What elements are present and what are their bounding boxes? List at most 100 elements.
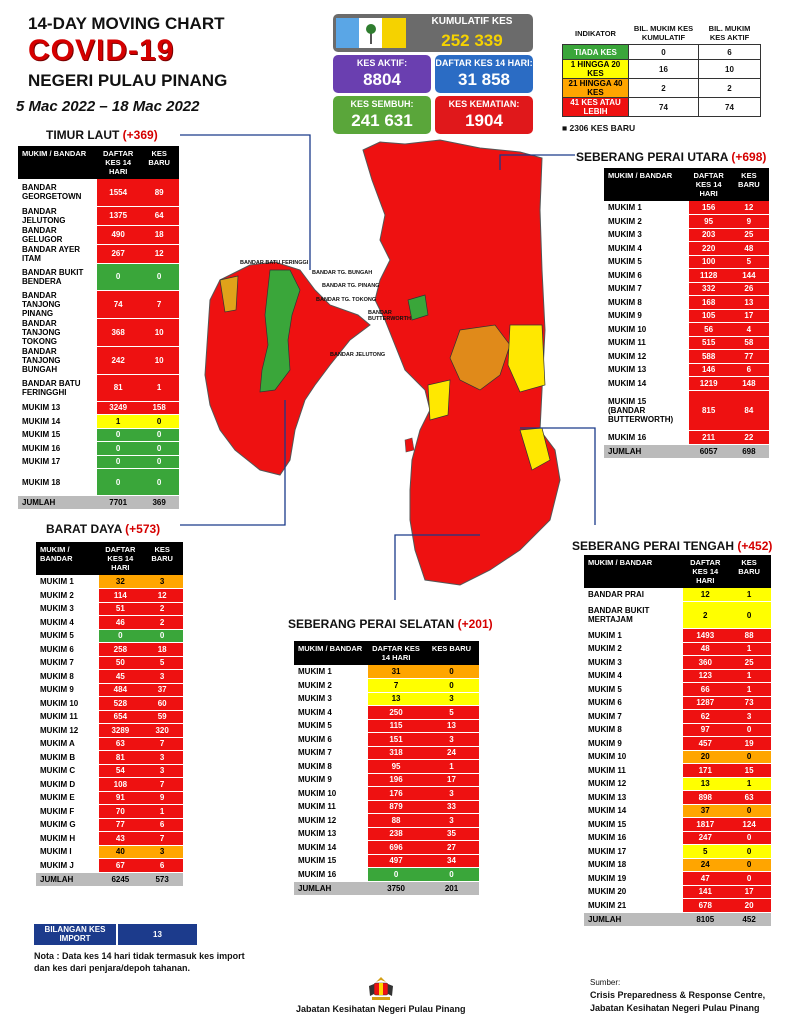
sumber-line2: Jabatan Kesihatan Negeri Pulau Pinang xyxy=(590,1003,760,1013)
row-name: BANDAR GEORGETOWN xyxy=(18,179,98,207)
row-baru: 3 xyxy=(141,845,183,859)
row-name: MUKIM I xyxy=(36,845,100,859)
timur_laut-header-h3: KES BARU xyxy=(139,146,179,179)
indikator-row: TIADA KES 0 6 xyxy=(562,44,761,60)
total-row: JUMLAH 3750 201 xyxy=(294,881,479,896)
table-row: MUKIM 7 62 3 xyxy=(584,709,771,724)
row-baru: 0 xyxy=(139,455,179,469)
row-name: MUKIM 12 xyxy=(604,349,689,364)
table-row: MUKIM 11 654 59 xyxy=(36,710,183,724)
table-row: MUKIM 3 360 25 xyxy=(584,655,771,670)
row-baru: 9 xyxy=(141,791,183,805)
row-daftar: 7 xyxy=(368,678,424,693)
island-green-zone xyxy=(259,269,301,393)
row-daftar: 211 xyxy=(688,430,729,445)
total-b: 452 xyxy=(727,912,771,927)
row-daftar: 67 xyxy=(99,858,142,873)
row-daftar: 156 xyxy=(688,201,729,215)
table-row: MUKIM 10 56 4 xyxy=(604,322,769,337)
spt-plus: (+452) xyxy=(737,539,773,553)
timur-laut-plus: (+369) xyxy=(122,128,158,142)
table-row: MUKIM 14 37 0 xyxy=(584,804,771,818)
row-name: MUKIM 5 xyxy=(294,719,369,733)
row-name: BANDAR TANJONG BUNGAH xyxy=(18,346,98,375)
row-baru: 0 xyxy=(727,831,771,845)
row-name: MUKIM 6 xyxy=(604,268,689,283)
table-row: MUKIM 15 497 34 xyxy=(294,854,479,868)
row-name: MUKIM 3 xyxy=(294,692,369,706)
row-baru: 0 xyxy=(139,468,179,496)
row-daftar: 63 xyxy=(99,737,142,751)
row-daftar: 50 xyxy=(99,656,142,670)
table-row: MUKIM 16 0 0 xyxy=(18,441,179,456)
timur-laut-table: MUKIM / BANDAR DAFTAR KES 14 HARI KES BARU… xyxy=(18,146,179,510)
sumber-label: Sumber: xyxy=(590,978,621,987)
row-name: MUKIM 16 xyxy=(604,430,689,445)
row-name: MUKIM 21 xyxy=(584,898,684,913)
indikator-header-kumulatif: BIL. MUKIM KES KUMULATIF xyxy=(633,24,694,42)
row-baru: 0 xyxy=(423,678,479,693)
row-daftar: 0 xyxy=(97,455,140,469)
row-baru: 34 xyxy=(423,854,479,868)
row-baru: 6 xyxy=(141,818,183,832)
small-island xyxy=(404,437,415,453)
row-name: BANDAR PRAI xyxy=(584,588,684,602)
row-name: MUKIM 13 xyxy=(294,827,369,841)
row-daftar: 168 xyxy=(688,295,729,310)
row-name: MUKIM 1 xyxy=(294,665,369,679)
total-row: JUMLAH 7701 369 xyxy=(18,495,179,510)
total-row: JUMLAH 8105 452 xyxy=(584,912,771,927)
connector-sps xyxy=(394,534,480,600)
row-name: BANDAR TANJONG PINANG xyxy=(18,290,98,319)
row-name: BANDAR GELUGOR xyxy=(18,225,98,245)
timur_laut-header-row: MUKIM / BANDAR DAFTAR KES 14 HARI KES BARU xyxy=(18,146,179,179)
aktif-label: KES AKTIF: xyxy=(356,58,408,68)
row-baru: 1 xyxy=(727,682,771,697)
table-row: MUKIM 1 32 3 xyxy=(36,575,183,589)
row-baru: 3 xyxy=(141,669,183,684)
table-row: BANDAR BUKIT BENDERA 0 0 xyxy=(18,263,179,291)
row-daftar: 95 xyxy=(368,759,424,774)
row-name: MUKIM 11 xyxy=(36,710,100,724)
sps-name: SEBERANG PERAI SELATAN xyxy=(288,617,455,631)
row-name: MUKIM 4 xyxy=(294,705,369,720)
table-row: MUKIM 11 879 33 xyxy=(294,800,479,814)
row-baru: 7 xyxy=(141,831,183,846)
row-name: MUKIM 11 xyxy=(294,800,369,814)
kematian-value: 1904 xyxy=(465,111,503,130)
total-b: 573 xyxy=(141,872,183,887)
table-row: MUKIM 3 203 25 xyxy=(604,228,769,242)
map-label-jelutong: BANDAR JELUTONG xyxy=(330,352,386,358)
table-row: MUKIM 17 0 0 xyxy=(18,455,179,469)
indikator-kumulatif: 74 xyxy=(628,97,699,117)
row-daftar: 203 xyxy=(688,228,729,242)
row-name: MUKIM 4 xyxy=(584,669,684,683)
row-baru: 13 xyxy=(423,719,479,733)
row-name: MUKIM F xyxy=(36,804,100,819)
row-daftar: 815 xyxy=(688,390,729,431)
total-row: JUMLAH 6057 698 xyxy=(604,444,769,459)
row-name: MUKIM 10 xyxy=(294,786,369,801)
indikator-kumulatif: 2 xyxy=(628,78,699,98)
row-name: MUKIM 2 xyxy=(36,588,100,603)
row-daftar: 54 xyxy=(99,764,142,778)
row-name: MUKIM G xyxy=(36,818,100,832)
row-daftar: 62 xyxy=(683,709,728,724)
total-a: 7701 xyxy=(97,495,140,510)
row-baru: 27 xyxy=(423,840,479,855)
row-baru: 6 xyxy=(728,363,769,377)
row-daftar: 12 xyxy=(683,588,728,602)
row-baru: 1 xyxy=(727,669,771,683)
table-row: MUKIM I 40 3 xyxy=(36,845,183,859)
kematian-label: KES KEMATIAN: xyxy=(448,99,520,109)
row-daftar: 242 xyxy=(97,346,140,375)
row-name: MUKIM 14 xyxy=(18,414,98,429)
row-daftar: 151 xyxy=(368,732,424,747)
table-row: MUKIM 8 97 0 xyxy=(584,723,771,737)
row-baru: 0 xyxy=(141,629,183,643)
import-label: BILANGAN KES IMPORT xyxy=(34,924,116,945)
row-name: MUKIM A xyxy=(36,737,100,751)
sps-plus: (+201) xyxy=(457,617,493,631)
table-row: BANDAR BUKIT MERTAJAM 2 0 xyxy=(584,601,771,629)
row-daftar: 1128 xyxy=(688,268,729,283)
